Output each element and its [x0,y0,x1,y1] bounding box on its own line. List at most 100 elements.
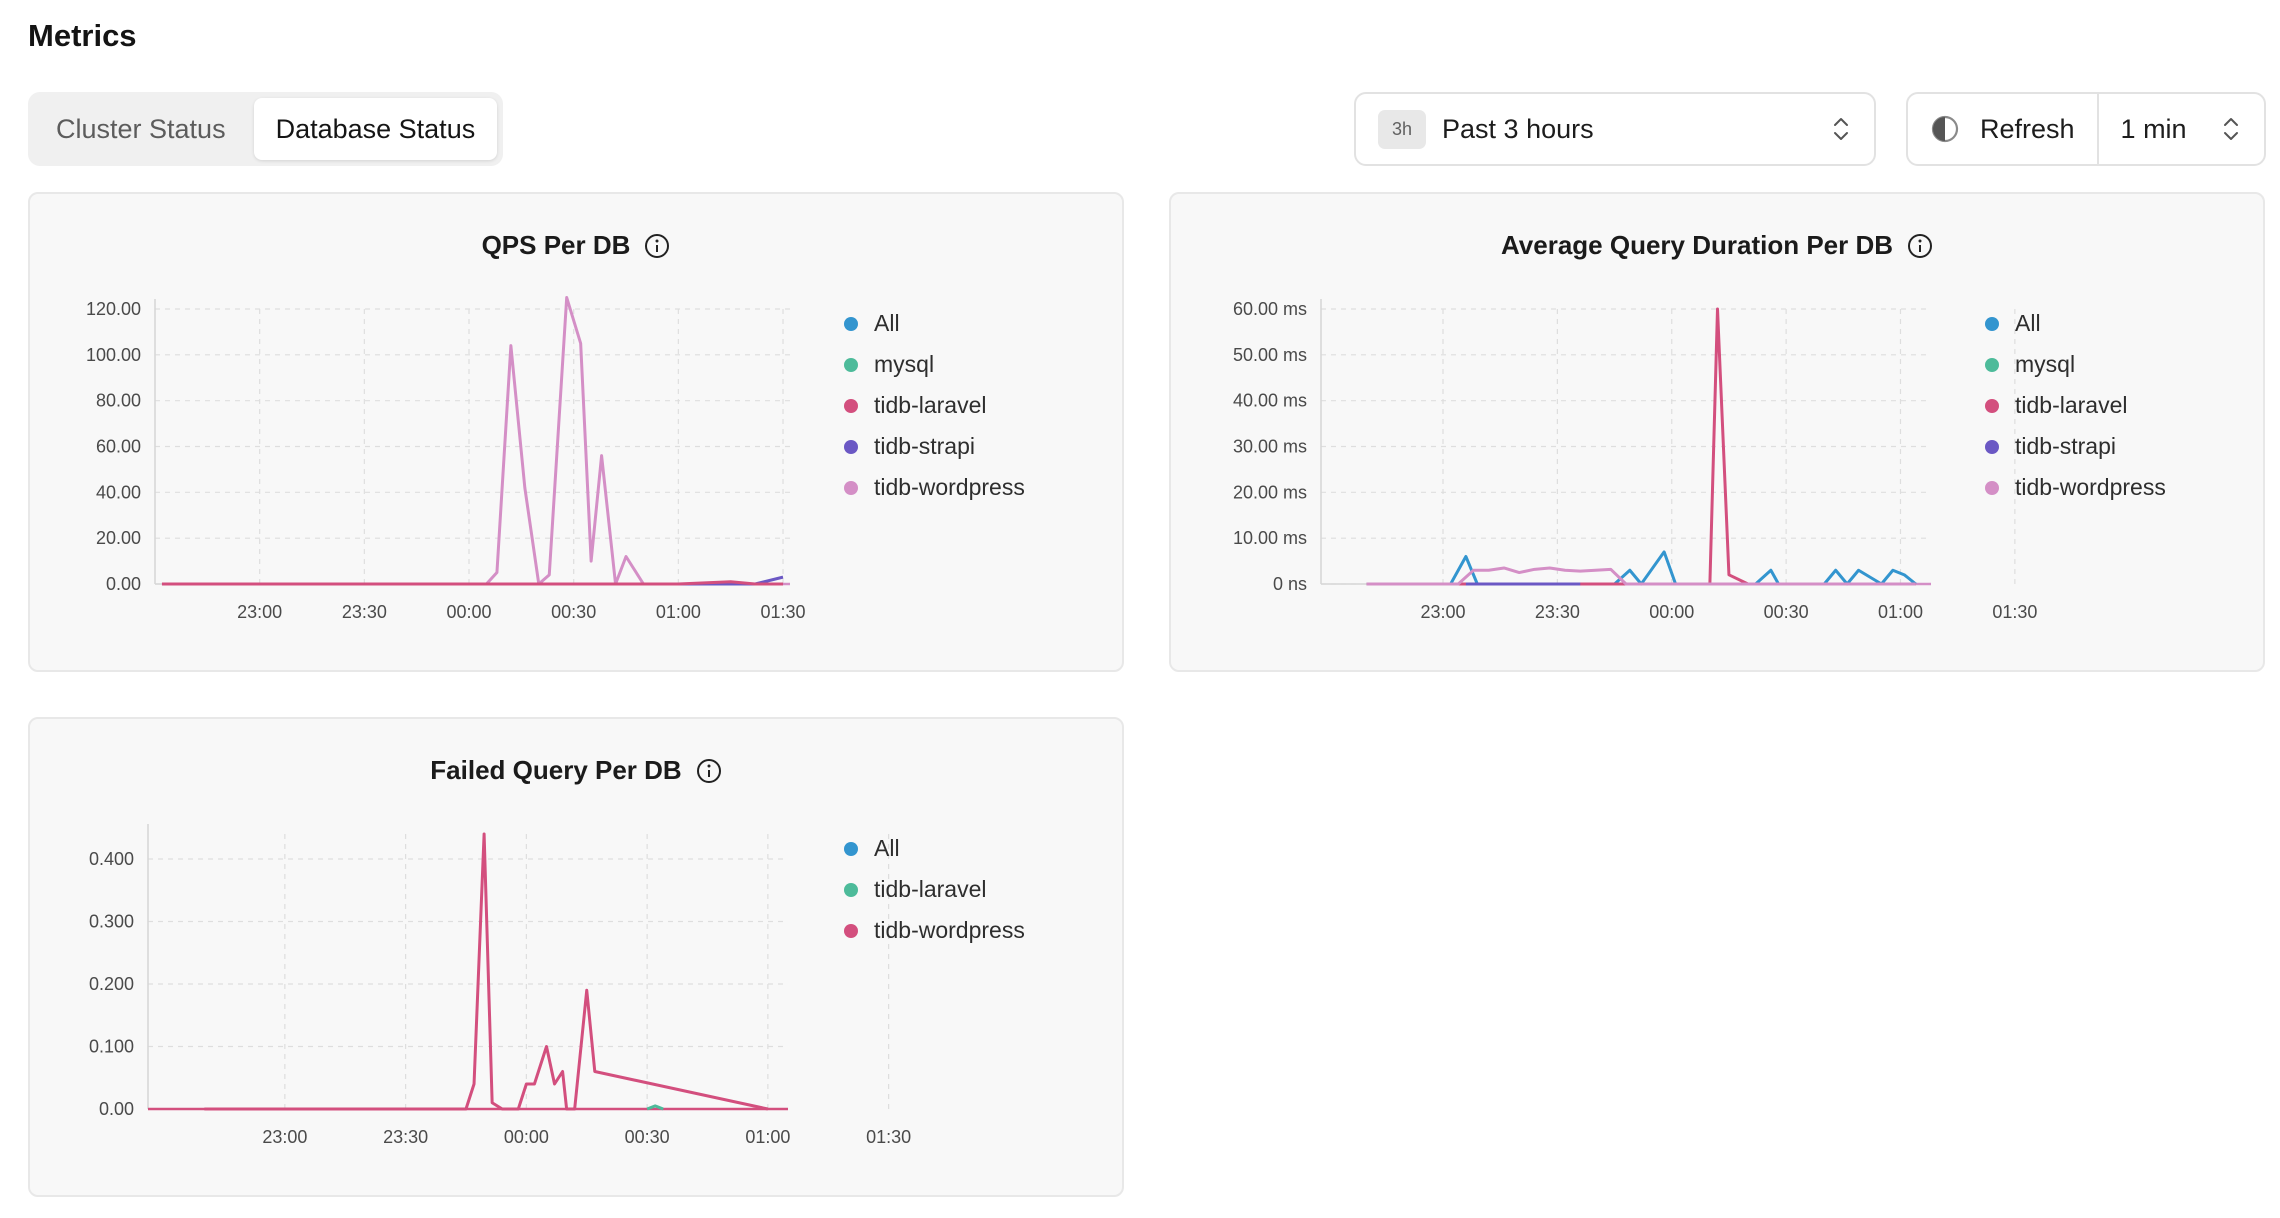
legend-dot [844,439,858,454]
legend-label: All [874,310,900,336]
legend-dot [1985,439,1999,454]
y-tick-label: 0.100 [89,1037,134,1057]
failed-chart: 23:00 23:30 00:00 00:30 01:00 01:30 0.00 0.100 0… [89,824,911,1147]
refresh-interval-select[interactable]: 1 min [2099,94,2264,164]
legend-dot [844,882,858,897]
legend-item-All[interactable]: All [1985,310,2166,336]
x-tick-label: 01:30 [1992,602,2037,622]
qps-chart: 23:00 23:30 00:00 00:30 01:00 01:30 0.00 20.00 4… [86,296,806,622]
tab-database-status[interactable]: Database Status [253,98,498,160]
x-tick-label: 00:30 [625,1127,670,1147]
series-line-tidb-wordpress [204,832,769,1111]
legend-label: tidb-wordpress [874,917,1025,943]
info-icon[interactable] [644,233,670,259]
y-tick-label: 0.00 [106,574,141,594]
legend-dot [844,316,858,331]
legend-item-tidb-strapi[interactable]: tidb-strapi [1985,433,2166,459]
y-tick-label: 60.00 [96,437,141,457]
y-tick-label: 0.300 [89,912,134,932]
series-line-All [1366,550,1917,586]
legend-dot [844,923,858,938]
tab-cluster-status[interactable]: Cluster Status [56,113,226,144]
qps-chart-card: QPS Per DB 23:00 23:30 00:00 00:30 01:00 01:3… [28,192,1124,672]
y-tick-label: 120.00 [86,299,141,319]
y-tick-label: 20.00 ms [1233,482,1307,502]
half-circle-icon [1931,115,1959,143]
legend-dot [1985,316,1999,331]
legend-item-All[interactable]: All [844,310,1025,336]
x-tick-label: 00:00 [1649,602,1694,622]
duration-chart: 23:00 23:30 00:00 00:30 01:00 01:30 0 ns 10.00 … [1233,299,2037,622]
time-range-select[interactable]: 3h Past 3 hours [1354,92,1876,166]
legend-item-tidb-laravel[interactable]: tidb-laravel [1985,392,2166,418]
legend-label: mysql [2015,351,2076,377]
legend-label: All [2015,310,2041,336]
legend-dot [844,841,858,856]
legend-item-tidb-wordpress[interactable]: tidb-wordpress [1985,474,2166,500]
page-title: Metrics [28,18,137,53]
refresh-interval-value: 1 min [2120,113,2187,144]
legend-label: tidb-laravel [874,876,987,902]
y-tick-label: 50.00 ms [1233,345,1307,365]
legend-dot [1985,398,1999,413]
legend-item-tidb-laravel[interactable]: tidb-laravel [844,392,1025,418]
chart-title: Failed Query Per DB [430,755,682,785]
x-tick-label: 23:00 [262,1127,307,1147]
legend-item-tidb-wordpress[interactable]: tidb-wordpress [844,474,1025,500]
x-tick-label: 23:00 [237,602,282,622]
y-tick-label: 0.00 [99,1099,134,1119]
chevron-up-down-icon [1834,118,1848,140]
legend-dot [1985,480,1999,495]
legend-item-tidb-laravel[interactable]: tidb-laravel [844,876,1025,902]
x-tick-label: 01:30 [866,1127,911,1147]
time-range-badge: 3h [1378,109,1427,149]
legend-label: tidb-wordpress [874,474,1025,500]
chart-title: Average Query Duration Per DB [1500,230,1894,260]
legend-label: tidb-laravel [874,392,987,418]
status-tabs: Cluster Status Database Status [28,92,504,166]
legend-item-tidb-wordpress[interactable]: tidb-wordpress [844,917,1025,943]
y-tick-label: 0.400 [89,849,134,869]
y-tick-label: 60.00 ms [1233,299,1307,319]
time-range-label: Past 3 hours [1442,113,1594,144]
y-tick-label: 20.00 [96,528,141,548]
series-line-tidb-laravel [161,580,784,586]
chart-legend: All mysql tidb-laravel tidb-strapi tidb-word… [844,310,1025,500]
x-tick-label: 00:30 [551,602,596,622]
x-tick-label: 23:00 [1420,602,1465,622]
chart-legend: All mysql tidb-laravel tidb-strapi tidb-word… [1985,310,2166,500]
legend-label: tidb-wordpress [2015,474,2166,500]
chevron-up-down-icon [2224,118,2238,140]
legend-item-tidb-strapi[interactable]: tidb-strapi [844,433,1025,459]
info-icon[interactable] [696,758,722,784]
legend-item-mysql[interactable]: mysql [844,351,1025,377]
chart-title: QPS Per DB [481,230,631,260]
y-tick-label: 40.00 [96,482,141,502]
x-tick-label: 01:00 [1878,602,1923,622]
legend-item-All[interactable]: All [844,835,1025,861]
y-tick-label: 30.00 ms [1233,437,1307,457]
legend-label: mysql [874,351,935,377]
series-line-tidb-wordpress [161,296,784,586]
x-tick-label: 23:30 [383,1127,428,1147]
refresh-control: Refresh 1 min [1906,92,2266,166]
y-tick-label: 0 ns [1273,574,1307,594]
y-tick-label: 40.00 ms [1233,391,1307,411]
series-line-tidb-laravel [646,1104,664,1111]
legend-dot [844,357,858,372]
y-tick-label: 10.00 ms [1233,528,1307,548]
series-line-tidb-wordpress [1366,566,1916,586]
x-tick-label: 01:00 [745,1127,790,1147]
x-tick-label: 00:00 [446,602,491,622]
legend-item-mysql[interactable]: mysql [1985,351,2166,377]
x-tick-label: 23:30 [1535,602,1580,622]
refresh-label: Refresh [1980,113,2075,144]
y-tick-label: 100.00 [86,345,141,365]
duration-chart-card: Average Query Duration Per DB 23:00 23:30… [1169,192,2265,672]
info-icon[interactable] [1907,233,1933,259]
x-tick-label: 01:00 [656,602,701,622]
failed-chart-card: Failed Query Per DB 23:00 23:30 00:00 00:30… [28,717,1124,1197]
legend-label: tidb-laravel [2015,392,2128,418]
refresh-button[interactable]: Refresh [1908,94,2099,164]
x-tick-label: 01:30 [760,602,805,622]
